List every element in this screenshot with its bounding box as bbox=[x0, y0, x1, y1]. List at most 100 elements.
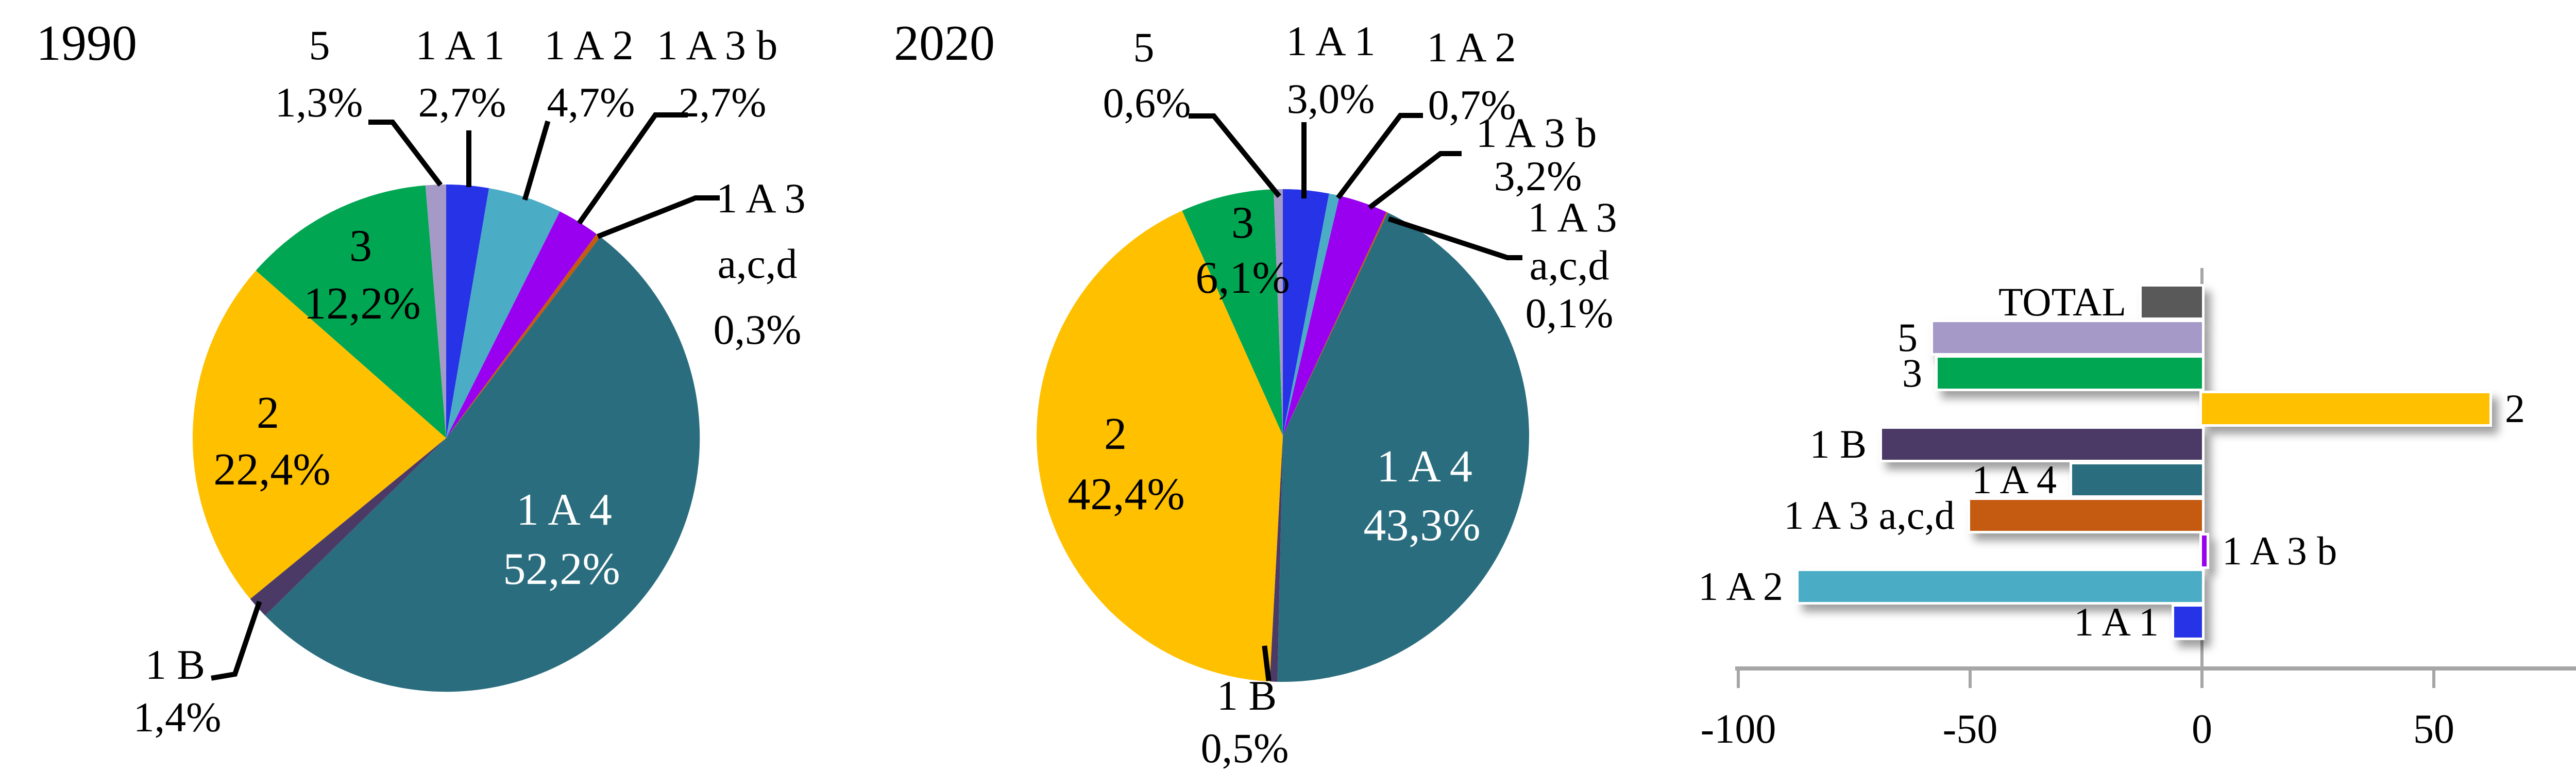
pie-1990-slice-1-a-4[interactable] bbox=[265, 237, 700, 692]
bar-x-tick-label-50: -50 bbox=[1942, 707, 1998, 752]
bar-label-1-b: 1 B bbox=[1809, 422, 1867, 466]
pie-2020-label-5-line2: 0,6% bbox=[1103, 79, 1191, 126]
pie-1990-slice-1-a-3-a-c-d[interactable] bbox=[446, 234, 601, 438]
pie-2020-slice-1-a-3-a-c-d[interactable] bbox=[1283, 212, 1388, 436]
bar-label-1-a-4: 1 A 4 bbox=[1972, 457, 2057, 502]
pie-1990-slice-1-a-2[interactable] bbox=[446, 188, 560, 438]
bar-label-total: TOTAL bbox=[1998, 279, 2126, 324]
bar-total[interactable] bbox=[2139, 284, 2205, 320]
pie-1990-label-1-a-3-b-line2: 2,7% bbox=[678, 79, 767, 126]
pie-2020-slice-5[interactable] bbox=[1274, 189, 1283, 436]
pie-2020-label-3-line2: 6,1% bbox=[1195, 253, 1290, 303]
bar-x-tick-label-50: 50 bbox=[2413, 707, 2454, 752]
pie-2020-leader-1-a-2 bbox=[1335, 113, 1423, 200]
pie-2020-leader-1-a-3-a-c-d bbox=[1387, 216, 1522, 260]
pie-2020-label-1-a-3-a-c-d-line3: 0,1% bbox=[1525, 290, 1614, 337]
pie-1990-slice-5[interactable] bbox=[425, 184, 446, 438]
pie-1990-label-1-a-2-line2: 4,7% bbox=[547, 79, 635, 126]
pie-2020-leader-5 bbox=[1189, 113, 1282, 198]
pie-1990-label-3-line2: 12,2% bbox=[303, 279, 421, 329]
pie-1990-leader-1-b bbox=[211, 600, 262, 681]
bar-x-tick-label-0: 0 bbox=[2192, 707, 2212, 752]
pie-2020-label-1-a-3-b-line2: 3,2% bbox=[1494, 153, 1582, 199]
bar-1-a-3-b[interactable] bbox=[2199, 533, 2209, 569]
pie-1990-title: 1990 bbox=[36, 15, 137, 71]
bar-5[interactable] bbox=[1930, 320, 2205, 356]
pie-2020-label-2-line1: 2 bbox=[1104, 409, 1127, 459]
pie-1990-label-1-b-line1: 1 B bbox=[145, 641, 206, 688]
pie-1990-label-1-a-4-line2: 52,2% bbox=[503, 544, 620, 594]
pie-1990-label-1-b-line2: 1,4% bbox=[133, 694, 222, 741]
pie-2020-leader-1-a-3-b bbox=[1367, 151, 1462, 210]
pie-1990-label-3-line1: 3 bbox=[349, 221, 372, 271]
pie-2020-label-1-b-line2: 0,5% bbox=[1200, 725, 1289, 770]
bar-1-a-3-a-c-d[interactable] bbox=[1968, 497, 2205, 533]
pie-2020-slice-1-a-2[interactable] bbox=[1283, 193, 1340, 436]
pie-2020-label-1-a-4-line2: 43,3% bbox=[1363, 500, 1481, 550]
pie-1990-label-5-line2: 1,3% bbox=[275, 79, 363, 126]
pie-1990-slice-1-a-3-b[interactable] bbox=[446, 211, 597, 438]
pie-2020-label-1-a-4-line1: 1 A 4 bbox=[1377, 442, 1472, 492]
bar-label-1-a-1: 1 A 1 bbox=[2074, 599, 2159, 644]
pie-1990-leader-1-a-3-b bbox=[577, 112, 688, 225]
pie-2020-slice-3[interactable] bbox=[1182, 189, 1283, 436]
bar-x-tick-50 bbox=[1969, 671, 1972, 688]
pie-1990-slice-2[interactable] bbox=[192, 270, 446, 599]
bar-label-1-a-3-a-c-d: 1 A 3 a,c,d bbox=[1784, 493, 1955, 538]
pie-1990-label-1-a-3-a-c-d-line2: a,c,d bbox=[717, 240, 798, 287]
pie-1990-label-1-a-4-line1: 1 A 4 bbox=[516, 485, 612, 535]
pie-1990-slice-1-a-1[interactable] bbox=[446, 185, 489, 438]
pie-1990-leader-1-a-3-a-c-d bbox=[597, 195, 720, 239]
pie-2020-slice-1-b[interactable] bbox=[1269, 436, 1283, 682]
bar-1-a-4[interactable] bbox=[2070, 462, 2205, 498]
pie-1990-label-1-a-3-a-c-d-line3: 0,3% bbox=[713, 306, 802, 353]
pie-2020-label-1-a-3-b-line1: 1 A 3 b bbox=[1476, 109, 1597, 156]
pie-1990-label-1-a-1-line1: 1 A 1 bbox=[415, 22, 505, 69]
pie-2020-label-3-line1: 3 bbox=[1231, 198, 1254, 248]
pie-2020-slice-2[interactable] bbox=[1037, 210, 1283, 682]
pie-1990-label-1-a-3-a-c-d-line1: 1 A 3 bbox=[716, 175, 806, 222]
pie-2020-title: 2020 bbox=[894, 15, 995, 71]
pie-1990-label-1-a-1-line2: 2,7% bbox=[418, 79, 506, 126]
bar-x-tick-0 bbox=[2200, 671, 2204, 688]
pie-2020-label-1-a-2-line1: 1 A 2 bbox=[1427, 24, 1516, 71]
bar-1-a-1[interactable] bbox=[2172, 604, 2205, 640]
bar-1-a-2[interactable] bbox=[1796, 568, 2205, 605]
pie-1990-label-2-line1: 2 bbox=[257, 388, 279, 438]
bar-label-5: 5 bbox=[1897, 315, 1918, 360]
bar-2[interactable] bbox=[2199, 391, 2492, 427]
bar-label-1-a-2: 1 A 2 bbox=[1698, 564, 1783, 609]
pie-1990-leader-1-a-2 bbox=[522, 120, 551, 201]
pie-2020-leader-1-b bbox=[1262, 645, 1272, 681]
pie-2020-slice-1-a-4[interactable] bbox=[1277, 212, 1529, 682]
pie-1990-leader-5 bbox=[368, 120, 443, 187]
bar-x-axis bbox=[1735, 666, 2576, 671]
pie-1990-slice-1-b[interactable] bbox=[250, 438, 446, 616]
pie-2020-label-1-a-3-a-c-d-line1: 1 A 3 bbox=[1528, 194, 1617, 241]
pie-2020-slice-1-a-1[interactable] bbox=[1283, 189, 1329, 436]
pie-2020-label-2-line2: 42,4% bbox=[1067, 470, 1185, 520]
pie-1990-label-2-line2: 22,4% bbox=[213, 445, 331, 495]
pie-2020-slice-1-a-3-b[interactable] bbox=[1283, 195, 1386, 436]
pie-2020-label-1-a-2-line2: 0,7% bbox=[1428, 81, 1516, 128]
pie-2020-label-1-a-1-line2: 3,0% bbox=[1286, 75, 1375, 122]
pie-2020-label-5-line1: 5 bbox=[1133, 24, 1155, 71]
pie-2020-label-1-b-line1: 1 B bbox=[1216, 672, 1277, 719]
bar-label-2: 2 bbox=[2505, 386, 2525, 431]
bar-label-1-a-3-b: 1 A 3 b bbox=[2222, 528, 2337, 573]
bar-1-b[interactable] bbox=[1879, 426, 2205, 462]
bar-x-tick-100 bbox=[1737, 671, 1740, 688]
bar-x-tick-50 bbox=[2432, 671, 2435, 688]
pie-2020-label-1-a-3-a-c-d-line2: a,c,d bbox=[1529, 242, 1609, 289]
bar-3[interactable] bbox=[1935, 355, 2205, 391]
bar-label-3: 3 bbox=[1902, 350, 1922, 395]
pie-1990-label-5-line1: 5 bbox=[309, 22, 330, 69]
pie-1990-label-1-a-2-line1: 1 A 2 bbox=[544, 22, 634, 69]
pie-2020-label-1-a-1-line1: 1 A 1 bbox=[1286, 18, 1376, 64]
pie-1990-label-1-a-3-b-line1: 1 A 3 b bbox=[656, 22, 778, 69]
pie-1990-slice-3[interactable] bbox=[256, 185, 446, 438]
bar-x-tick-label-100: -100 bbox=[1700, 707, 1776, 752]
